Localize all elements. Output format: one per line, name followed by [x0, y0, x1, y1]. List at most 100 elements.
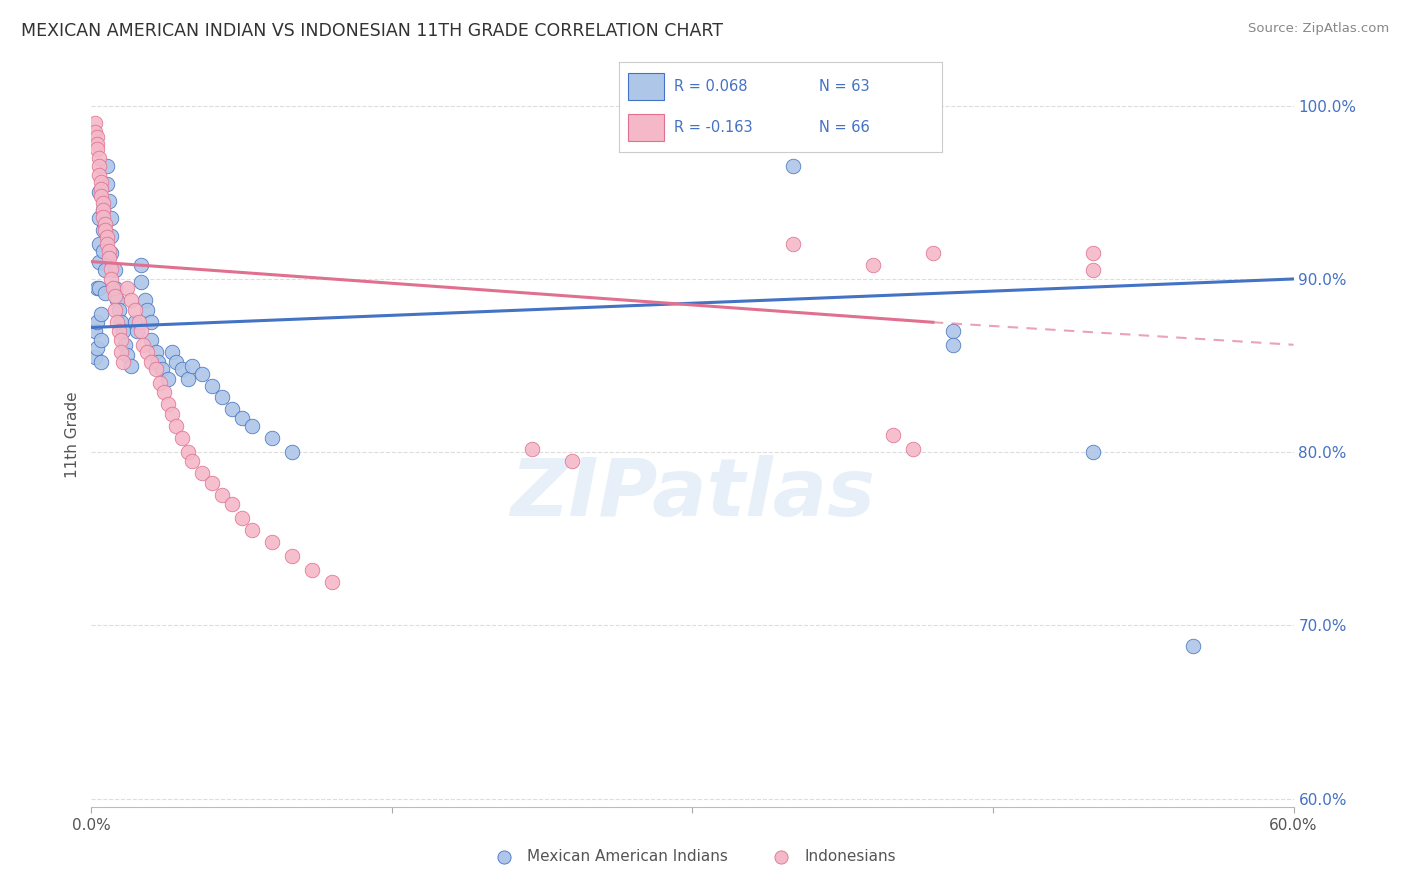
Point	[93, 195, 115, 210]
Point	[100, 246, 122, 260]
Point	[176, 372, 198, 386]
Point	[128, 315, 150, 329]
Point	[145, 362, 167, 376]
Point	[131, 276, 153, 290]
Text: R = 0.068: R = 0.068	[673, 79, 747, 94]
Point	[96, 177, 118, 191]
Point	[112, 355, 135, 369]
Text: N = 63: N = 63	[820, 79, 870, 94]
Point	[148, 376, 170, 390]
Point	[165, 355, 187, 369]
Point	[124, 315, 146, 329]
Point	[104, 263, 127, 277]
Point	[90, 175, 112, 189]
Point	[121, 293, 143, 307]
Point	[1182, 639, 1205, 653]
Text: N = 66: N = 66	[820, 120, 870, 135]
Point	[93, 202, 115, 217]
Point	[89, 211, 111, 226]
Point	[84, 324, 107, 338]
Point	[1083, 246, 1105, 260]
Point	[281, 549, 304, 563]
Point	[240, 419, 263, 434]
Point	[201, 379, 224, 393]
Point	[98, 194, 121, 208]
Point	[782, 160, 804, 174]
Point	[90, 189, 112, 203]
Bar	[628, 73, 664, 100]
Point	[231, 511, 253, 525]
Point	[117, 280, 139, 294]
Point	[141, 355, 163, 369]
Point	[190, 368, 212, 382]
Point	[160, 344, 183, 359]
Point	[231, 410, 253, 425]
Point	[260, 431, 283, 445]
Point	[86, 142, 108, 156]
Point	[86, 315, 108, 329]
Point	[84, 116, 107, 130]
Point	[240, 523, 263, 537]
Point	[1083, 445, 1105, 459]
Point	[211, 488, 233, 502]
Point	[141, 315, 163, 329]
Point	[112, 324, 135, 338]
Point	[110, 344, 132, 359]
Point	[1083, 263, 1105, 277]
Point	[170, 362, 193, 376]
Point	[156, 372, 179, 386]
Point	[86, 136, 108, 151]
Point	[942, 338, 965, 352]
Point	[522, 442, 544, 456]
Point	[165, 419, 187, 434]
Point	[89, 280, 111, 294]
Point	[89, 237, 111, 252]
Point	[882, 427, 904, 442]
Point	[96, 237, 118, 252]
Point	[136, 303, 159, 318]
Point	[132, 338, 155, 352]
Point	[100, 228, 122, 243]
Point	[84, 350, 107, 364]
Point	[160, 407, 183, 421]
Point	[89, 168, 111, 182]
Point	[104, 280, 127, 294]
Point	[131, 324, 153, 338]
Point	[121, 359, 143, 373]
Point	[862, 258, 884, 272]
Point	[93, 202, 115, 217]
Point	[90, 182, 112, 196]
Point	[100, 261, 122, 276]
Point	[117, 348, 139, 362]
Point	[321, 575, 343, 590]
Point	[94, 217, 117, 231]
Point	[110, 333, 132, 347]
Point	[98, 251, 121, 265]
Point	[150, 362, 173, 376]
Point	[170, 431, 193, 445]
Point	[90, 307, 112, 321]
Point	[152, 384, 174, 399]
Point	[93, 210, 115, 224]
Point	[146, 355, 169, 369]
Point	[103, 280, 125, 294]
Point	[281, 445, 304, 459]
Point	[86, 130, 108, 145]
Point	[90, 355, 112, 369]
Point	[260, 535, 283, 549]
Point	[221, 497, 243, 511]
Point	[901, 442, 924, 456]
Point	[110, 315, 132, 329]
Point	[86, 280, 108, 294]
Point	[107, 315, 129, 329]
Point	[124, 303, 146, 318]
Point	[134, 293, 156, 307]
Point	[89, 186, 111, 200]
Point	[94, 223, 117, 237]
Point	[86, 341, 108, 355]
Text: ZIPatlas: ZIPatlas	[510, 456, 875, 533]
Point	[782, 237, 804, 252]
Point	[141, 333, 163, 347]
Point	[180, 454, 202, 468]
Point	[100, 211, 122, 226]
